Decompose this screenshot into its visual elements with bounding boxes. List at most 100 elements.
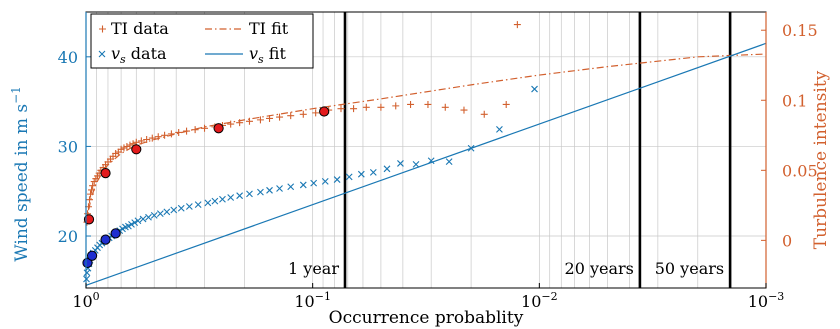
x-tick-label: 10−2 bbox=[521, 290, 558, 311]
y-left-tick-label: 30 bbox=[58, 137, 78, 156]
vs-data-point bbox=[333, 176, 341, 183]
x-tick-base: 10 bbox=[748, 292, 768, 311]
ti-highlight-point bbox=[213, 123, 224, 134]
ti-data-point bbox=[86, 196, 94, 204]
vs-data-point bbox=[139, 215, 147, 223]
x-tick-base: 10 bbox=[521, 292, 541, 311]
vs-data-point bbox=[531, 85, 538, 93]
legend-label-var: v bbox=[111, 44, 120, 63]
legend-label-var: v bbox=[249, 44, 258, 63]
ti-data-point bbox=[227, 120, 235, 128]
legend-label: TI fit bbox=[249, 19, 289, 38]
y-right-axis-label: Turbulence intensity bbox=[811, 70, 831, 249]
ti-data-point bbox=[120, 144, 128, 152]
ti-highlight-point bbox=[131, 144, 142, 155]
ti-data-point bbox=[143, 135, 151, 143]
vs-highlight-point bbox=[100, 234, 111, 245]
legend-label: vs data bbox=[111, 44, 167, 66]
ti-data-point bbox=[89, 182, 97, 190]
vs-highlight-point bbox=[86, 250, 98, 261]
series-layer bbox=[82, 21, 767, 286]
y-left-label-sup: −1 bbox=[9, 86, 23, 104]
ti-data-point bbox=[201, 124, 209, 132]
vs-data-point bbox=[246, 190, 253, 198]
ti-highlight-point bbox=[319, 106, 330, 117]
legend-label: vs fit bbox=[249, 44, 286, 66]
legend-label-sub: s bbox=[258, 53, 264, 66]
ti-data-point bbox=[377, 103, 385, 111]
vs-data-point bbox=[150, 212, 158, 219]
ti-data-point bbox=[167, 130, 175, 138]
ti-data-point bbox=[337, 105, 345, 113]
ti-data-point bbox=[392, 102, 400, 110]
ti-data-point bbox=[480, 110, 488, 118]
ti-data-point bbox=[350, 105, 358, 113]
vs-data-point bbox=[219, 195, 226, 203]
vs-data-point bbox=[397, 160, 404, 167]
vs-data-point bbox=[134, 217, 142, 225]
vs-data-point bbox=[276, 185, 283, 192]
ti-data-point bbox=[276, 113, 284, 121]
y-left-axis-label: Wind speed in m s−1 bbox=[9, 86, 32, 262]
ti-data-point bbox=[287, 112, 295, 120]
ti-data-point bbox=[123, 142, 131, 150]
vs-fit-line bbox=[85, 42, 767, 286]
vs-data-point bbox=[170, 206, 178, 214]
vs-data-point bbox=[287, 183, 295, 191]
vs-data-point bbox=[357, 170, 365, 178]
ti-data-point bbox=[245, 117, 253, 125]
x-tick-exp: −2 bbox=[541, 290, 557, 303]
vs-data-point bbox=[163, 208, 171, 216]
return-period-lines: 1 year 20 years 50 years bbox=[288, 12, 732, 288]
y-left-tick-label: 40 bbox=[58, 48, 78, 67]
ti-data-point bbox=[513, 21, 521, 29]
return-period-label: 20 years bbox=[565, 259, 634, 278]
vs-data-point bbox=[204, 199, 212, 207]
ti-data-point bbox=[161, 131, 169, 139]
legend-label: TI data bbox=[111, 19, 169, 38]
ti-data-point bbox=[312, 109, 320, 117]
ti-data-point bbox=[126, 141, 134, 149]
x-axis-label: Occurrence probablity bbox=[329, 308, 524, 328]
x-tick-base: 10 bbox=[72, 292, 92, 311]
y-right-tick-label: 0.1 bbox=[782, 91, 807, 110]
ti-data-point bbox=[299, 110, 307, 118]
x-tick-base: 10 bbox=[294, 292, 314, 311]
ti-data-point bbox=[441, 103, 449, 111]
ti-data-point bbox=[407, 100, 415, 108]
x-tick-exp: −1 bbox=[315, 290, 331, 303]
y-left-label-text: Wind speed in m s bbox=[12, 104, 32, 262]
ti-highlight-point bbox=[100, 168, 111, 179]
x-tick-label: 10−3 bbox=[748, 290, 785, 311]
vs-data-point bbox=[383, 165, 391, 173]
vs-data-point bbox=[345, 173, 353, 181]
vs-data-point bbox=[236, 192, 244, 200]
y-right-tick-label: 0.15 bbox=[782, 21, 818, 40]
ti-data-point bbox=[256, 116, 264, 124]
y-right-tick-label: 0.05 bbox=[782, 161, 818, 180]
x-tick-label: 10−1 bbox=[294, 290, 331, 311]
vs-data-point bbox=[369, 169, 377, 176]
legend-label-rest: fit bbox=[264, 44, 287, 63]
vs-highlight-point bbox=[82, 257, 93, 269]
ti-data-point bbox=[191, 126, 199, 134]
ti-data-point bbox=[362, 103, 370, 111]
vs-data-point bbox=[177, 204, 185, 212]
vs-data-point bbox=[310, 179, 318, 187]
ti-data-point bbox=[148, 134, 156, 142]
vs-data-point bbox=[321, 177, 329, 185]
vs-data-point bbox=[445, 158, 453, 166]
x-tick-label: 100 bbox=[72, 290, 99, 311]
x-tick-exp: 0 bbox=[93, 290, 100, 303]
ti-highlight-point bbox=[83, 214, 95, 225]
legend-symbol-plus bbox=[99, 25, 106, 33]
ti-data-point bbox=[424, 100, 432, 108]
vs-data-point bbox=[194, 201, 202, 209]
return-period-label: 1 year bbox=[288, 259, 339, 278]
vs-data-point bbox=[227, 194, 235, 201]
return-period-label: 50 years bbox=[655, 259, 724, 278]
vs-data-point bbox=[496, 126, 503, 133]
